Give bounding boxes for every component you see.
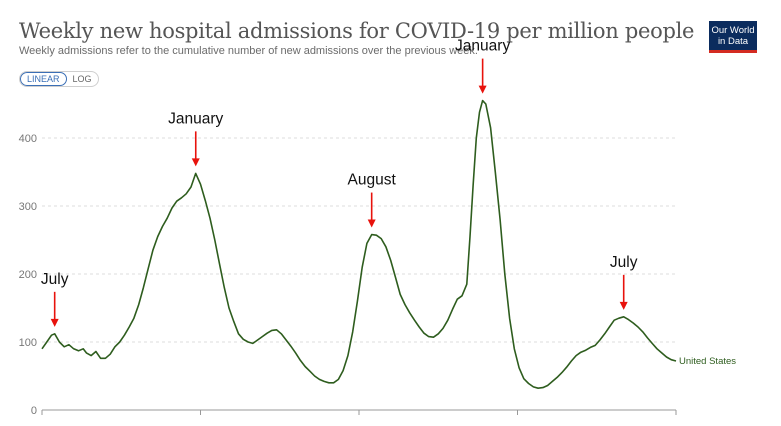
chart-subtitle: Weekly admissions refer to the cumulativ… [19, 45, 478, 57]
series-label-0: United States [679, 356, 736, 367]
annotation-arrowhead-0 [50, 318, 59, 327]
annotation-label-2: August [348, 172, 397, 189]
y-tick-label-200: 200 [19, 269, 37, 281]
annotation-label-4: July [610, 254, 638, 271]
logo-line-2: in Data [717, 36, 749, 47]
annotation-label-3: January [455, 38, 510, 55]
y-tick-label-400: 400 [19, 133, 37, 145]
annotation-arrowhead-3 [478, 85, 487, 94]
log-scale-button[interactable]: LOG [72, 74, 92, 84]
annotation-arrowhead-1 [191, 158, 200, 167]
series-line-0 [41, 99, 677, 390]
owid-logo[interactable]: Our World in Data [709, 21, 757, 53]
y-tick-label-0: 0 [31, 405, 37, 417]
logo-line-1: Our World [711, 25, 755, 36]
chart-title: Weekly new hospital admissions for COVID… [19, 19, 695, 43]
annotation-label-0: July [41, 271, 69, 288]
y-tick-label-300: 300 [19, 201, 37, 213]
annotation-label-1: January [168, 110, 223, 127]
annotation-arrowhead-2 [367, 219, 376, 228]
annotation-arrowhead-4 [619, 301, 628, 310]
linear-scale-button[interactable]: LINEAR [20, 72, 67, 86]
y-tick-label-100: 100 [19, 337, 37, 349]
scale-toggle: LINEAR LOG [19, 71, 99, 87]
